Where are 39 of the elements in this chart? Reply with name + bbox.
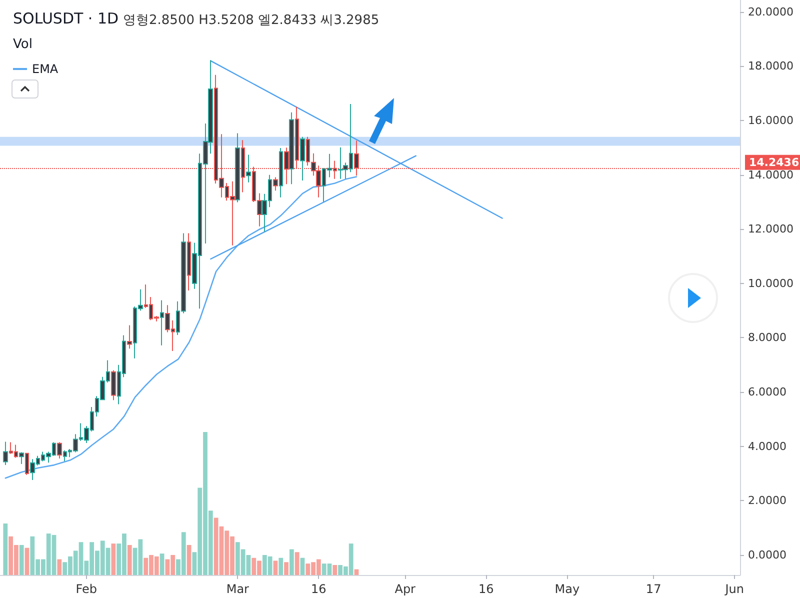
- ref-line-label: 14.2436: [749, 156, 800, 169]
- bar: [186, 544, 192, 575]
- y-tick-label: 10.0000: [748, 276, 794, 290]
- bar: [289, 549, 294, 575]
- y-tick-label: 20.0000: [748, 5, 794, 18]
- text: SOLUSDT · 1D: [13, 10, 119, 28]
- bar: [294, 552, 300, 575]
- y-tick-label: 2.0000: [748, 494, 786, 508]
- bar: [3, 524, 8, 575]
- bar: [278, 558, 284, 575]
- y-tick-label: 12.0000: [748, 222, 794, 236]
- y-tick-label: 8.0000: [748, 331, 786, 344]
- x-tick-label: 16: [311, 582, 326, 596]
- x-tick-label: May: [554, 582, 580, 596]
- y-tick-label: 14.0000: [748, 168, 794, 182]
- bar: [19, 544, 24, 575]
- y-tick-label: 18.0000: [748, 60, 794, 73]
- bar: [160, 554, 164, 575]
- bar: [273, 560, 278, 575]
- x-tick-label: 16: [478, 582, 494, 596]
- bar: [284, 562, 288, 575]
- legend-label: EMA: [32, 62, 59, 76]
- bar: [127, 544, 132, 575]
- x-tick-label: Mar: [226, 582, 250, 596]
- y-tick-label: 6.0000: [748, 386, 786, 399]
- x-tick-label: Feb: [76, 582, 98, 596]
- x-tick-label: Jun: [724, 582, 744, 596]
- y-tick-label: 16.0000: [748, 114, 794, 128]
- x-tick-label: Apr: [394, 582, 416, 596]
- bar: [57, 559, 62, 575]
- x-tick-label: 17: [646, 582, 662, 596]
- chart-title: Vol: [13, 37, 32, 52]
- bar: [300, 558, 305, 575]
- text: 영형2.8500 H3.5208 엘2.8433 씨3.2985: [123, 13, 380, 28]
- bar: [111, 544, 116, 575]
- y-tick-label: 4.0000: [748, 440, 786, 453]
- y-tick-label: 0.0000: [748, 548, 786, 562]
- bar: [332, 564, 338, 575]
- bar: [24, 548, 30, 575]
